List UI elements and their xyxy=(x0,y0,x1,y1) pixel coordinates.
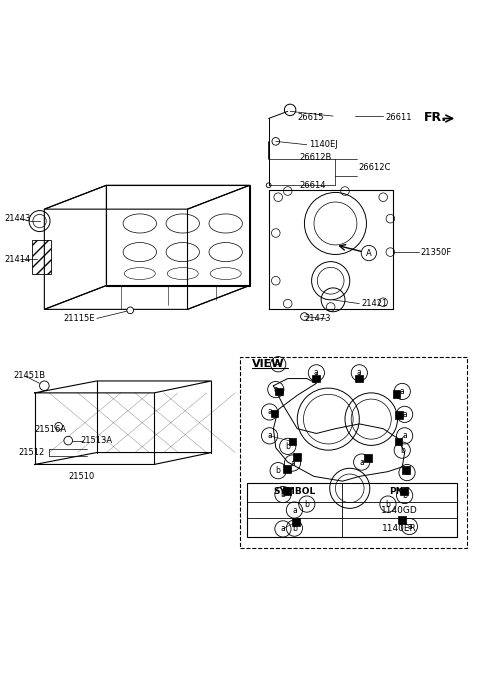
Circle shape xyxy=(64,436,72,445)
Text: 26614: 26614 xyxy=(300,180,326,190)
Text: A: A xyxy=(366,249,372,258)
Text: b: b xyxy=(276,466,281,475)
Text: 26612B: 26612B xyxy=(300,153,332,162)
Text: 26611: 26611 xyxy=(385,112,412,122)
Text: a: a xyxy=(360,458,364,466)
Text: 21512: 21512 xyxy=(18,448,44,457)
Bar xyxy=(247,483,457,537)
Text: b: b xyxy=(285,442,290,451)
Text: b: b xyxy=(304,500,309,508)
Bar xyxy=(292,518,300,525)
Text: PNC: PNC xyxy=(389,487,410,496)
Text: a: a xyxy=(281,525,285,533)
Bar xyxy=(364,454,372,462)
Bar xyxy=(283,487,290,495)
Bar xyxy=(312,375,320,383)
Text: a: a xyxy=(402,431,407,440)
Text: b: b xyxy=(292,524,297,533)
Text: 21451B: 21451B xyxy=(13,370,46,380)
Text: VIEW: VIEW xyxy=(252,359,285,369)
Bar xyxy=(293,454,301,461)
Text: a: a xyxy=(267,408,272,416)
Text: 26615: 26615 xyxy=(297,113,324,122)
Text: 21115E: 21115E xyxy=(63,314,95,323)
Text: 26612C: 26612C xyxy=(359,163,391,172)
Bar xyxy=(398,516,406,524)
Text: a: a xyxy=(402,410,407,419)
Text: 1140EJ: 1140EJ xyxy=(309,140,338,149)
Bar xyxy=(356,375,363,383)
Text: 21414: 21414 xyxy=(5,255,31,264)
Text: 21510: 21510 xyxy=(68,472,95,481)
Bar xyxy=(276,387,283,395)
Text: a: a xyxy=(400,387,405,396)
Text: 21513A: 21513A xyxy=(80,436,112,445)
Text: 21421: 21421 xyxy=(362,299,388,308)
Text: A: A xyxy=(275,360,281,368)
Bar xyxy=(240,357,467,548)
Text: a: a xyxy=(292,506,297,514)
Bar xyxy=(271,410,278,417)
Circle shape xyxy=(127,307,133,314)
Text: 1140ER: 1140ER xyxy=(382,524,417,533)
Bar xyxy=(288,438,296,445)
Text: SYMBOL: SYMBOL xyxy=(273,487,315,496)
Text: a: a xyxy=(274,385,278,394)
Text: FR.: FR. xyxy=(424,111,447,124)
Bar xyxy=(395,412,403,419)
Bar xyxy=(283,465,290,473)
Bar xyxy=(400,488,408,496)
Text: b: b xyxy=(280,490,286,499)
Text: a: a xyxy=(267,431,272,440)
Text: a: a xyxy=(290,458,295,468)
Text: b: b xyxy=(385,500,390,508)
Bar xyxy=(393,390,400,397)
Bar xyxy=(33,240,51,274)
Text: 21443: 21443 xyxy=(5,214,31,223)
Text: a: a xyxy=(357,368,362,377)
Text: b: b xyxy=(402,491,407,500)
Text: 21350F: 21350F xyxy=(420,247,452,257)
Bar xyxy=(395,438,402,445)
Text: a: a xyxy=(407,522,412,531)
Text: b: b xyxy=(400,445,405,455)
Text: 1140GD: 1140GD xyxy=(381,506,418,514)
Text: 21473: 21473 xyxy=(304,314,331,323)
Text: b: b xyxy=(405,468,409,477)
Text: a: a xyxy=(314,368,319,377)
Text: 21516A: 21516A xyxy=(35,425,67,434)
Bar xyxy=(402,466,410,474)
